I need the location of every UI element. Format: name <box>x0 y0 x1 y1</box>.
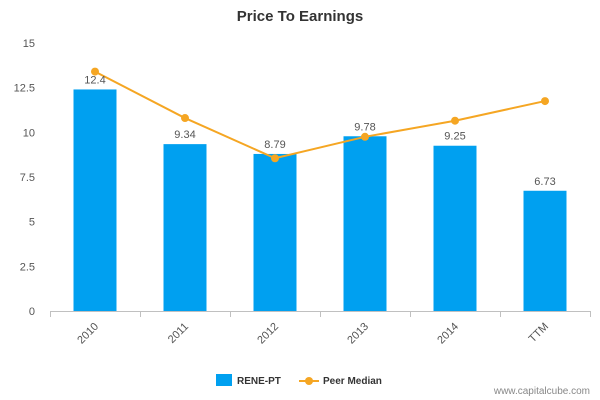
bar-data-label: 9.34 <box>174 129 195 141</box>
line-series <box>91 67 549 163</box>
bar <box>253 153 297 311</box>
y-tick-label: 15 <box>23 38 35 50</box>
peer-median-point <box>91 67 99 76</box>
y-tick-label: 7.5 <box>20 172 35 184</box>
peer-median-point <box>361 132 369 141</box>
y-tick-label: 10 <box>23 127 35 139</box>
bar <box>433 145 477 311</box>
peer-median-point <box>541 97 549 106</box>
credit-text: www.capitalcube.com <box>493 386 590 397</box>
bar-series <box>73 89 567 311</box>
bar <box>523 190 567 311</box>
legend-label-line: Peer Median <box>323 376 382 387</box>
y-tick-label: 12.5 <box>14 83 35 95</box>
bar-data-label: 6.73 <box>534 176 555 188</box>
bar-data-label: 9.78 <box>354 121 375 133</box>
x-tick-label: 2013 <box>345 321 371 347</box>
bar-data-label: 12.4 <box>84 74 105 86</box>
y-tick-label: 5 <box>29 217 35 229</box>
y-tick-label: 0 <box>29 306 35 318</box>
bar <box>163 144 207 311</box>
legend-swatch-marker <box>305 377 313 385</box>
bar <box>73 89 117 311</box>
peer-median-point <box>451 116 459 125</box>
bar <box>343 136 387 311</box>
x-tick-label: 2012 <box>255 321 281 347</box>
x-tick-label: TTM <box>527 321 551 345</box>
x-tick-label: 2014 <box>435 321 461 347</box>
chart-title: Price To Earnings <box>237 8 363 25</box>
peer-median-point <box>271 154 279 163</box>
y-tick-label: 2.5 <box>20 261 35 273</box>
data-labels: 12.4 9.34 8.79 9.78 9.25 6.73 <box>84 74 555 187</box>
x-tick-label: 2010 <box>75 321 101 347</box>
bar-data-label: 9.25 <box>444 131 465 143</box>
peer-median-line <box>94 70 546 160</box>
peer-median-point <box>181 114 189 123</box>
x-tick-label: 2011 <box>166 321 191 346</box>
legend-label-bar: RENE-PT <box>237 376 281 387</box>
bar-data-label: 8.79 <box>264 139 285 151</box>
legend-swatch-bar <box>216 374 232 386</box>
legend: RENE-PT Peer Median <box>216 374 382 387</box>
